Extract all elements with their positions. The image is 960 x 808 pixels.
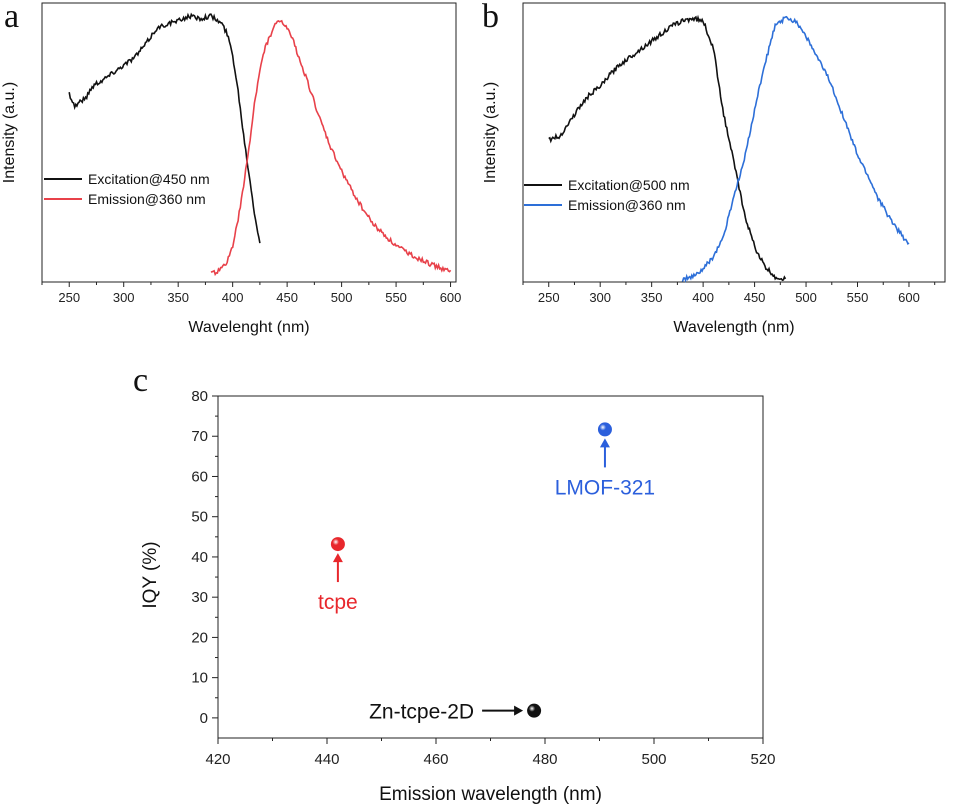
panel-b-xaxis-title: Wavelength (nm) bbox=[673, 319, 794, 336]
panel-a-series-0-line bbox=[68, 12, 261, 244]
panel-c-ytick-label: 0 bbox=[200, 710, 208, 727]
panel-c-xtick-label: 460 bbox=[423, 751, 448, 768]
panel-label-b: b bbox=[482, 0, 499, 35]
panel-b-legend-label-1: Emission@360 nm bbox=[568, 197, 686, 213]
panel-b-xtick-label: 600 bbox=[898, 290, 920, 305]
panel-c-arrowhead-0 bbox=[332, 553, 343, 563]
panel-b-xtick-label: 550 bbox=[847, 290, 869, 305]
panel-a-frame bbox=[41, 2, 457, 283]
panel-a-xtick-label: 350 bbox=[167, 290, 189, 305]
panel-c-yaxis-title: IQY (%) bbox=[140, 541, 161, 608]
panel-c-arrowhead-2 bbox=[514, 705, 524, 716]
panel-b-yaxis-title: Intensity (a.u.) bbox=[482, 82, 499, 183]
panel-c-ytick-label: 10 bbox=[191, 670, 208, 687]
panel-c-ytick-label: 60 bbox=[191, 468, 208, 485]
panel-c-ytick-label: 50 bbox=[191, 509, 208, 526]
panel-b-xtick-label: 350 bbox=[641, 290, 663, 305]
panel-c-xtick-label: 440 bbox=[314, 751, 339, 768]
panel-a-xtick-label: 500 bbox=[331, 290, 353, 305]
panel-a-xaxis-title: Wavelenght (nm) bbox=[188, 319, 309, 336]
panel-a-xtick-label: 600 bbox=[440, 290, 462, 305]
panel-c-annotation-0: tcpe bbox=[318, 591, 358, 614]
panel-a-legend-label-1: Emission@360 nm bbox=[88, 191, 206, 207]
panel-c-annotation-1: LMOF-321 bbox=[555, 476, 655, 499]
panel-c-point-0 bbox=[330, 537, 345, 552]
panel-c-xaxis-title: Emission wavelength (nm) bbox=[379, 784, 602, 805]
panel-c-frame bbox=[217, 395, 764, 739]
panel-a-xtick-label: 300 bbox=[113, 290, 135, 305]
panel-b-xtick-label: 300 bbox=[589, 290, 611, 305]
panel-b-frame bbox=[522, 2, 946, 283]
panel-b-xtick-label: 450 bbox=[744, 290, 766, 305]
panel-c-ytick-label: 30 bbox=[191, 589, 208, 606]
panel-c-ytick-label: 70 bbox=[191, 428, 208, 445]
panel-c-xtick-label: 520 bbox=[750, 751, 775, 768]
panel-b-series-0-line bbox=[548, 14, 787, 282]
panel-b-legend-label-0: Excitation@500 nm bbox=[568, 177, 690, 193]
panel-c-point-1 bbox=[597, 422, 612, 437]
panel-b-xtick-label: 500 bbox=[795, 290, 817, 305]
panel-c-ytick-label: 40 bbox=[191, 549, 208, 566]
panel-b-series-1-line bbox=[681, 15, 910, 283]
panel-label-a: a bbox=[4, 0, 20, 35]
panel-c-ytick-label: 80 bbox=[191, 388, 208, 405]
panel-a-xtick-label: 250 bbox=[58, 290, 80, 305]
panel-a-series-1-line bbox=[210, 19, 452, 277]
panel-c-xtick-label: 480 bbox=[532, 751, 557, 768]
panel-label-c: c bbox=[133, 362, 149, 399]
panel-c-annotation-2: Zn-tcpe-2D bbox=[369, 701, 474, 724]
panel-b-xtick-label: 400 bbox=[692, 290, 714, 305]
panel-c-ytick-label: 20 bbox=[191, 629, 208, 646]
panel-c-xtick-label: 500 bbox=[641, 751, 666, 768]
panel-a-yaxis-title: Intensity (a.u.) bbox=[1, 82, 18, 183]
panel-a-xtick-label: 400 bbox=[222, 290, 244, 305]
panel-a-legend-label-0: Excitation@450 nm bbox=[88, 171, 210, 187]
panel-c-arrowhead-1 bbox=[599, 438, 610, 448]
panel-a-xtick-label: 450 bbox=[276, 290, 298, 305]
panel-b-xtick-label: 250 bbox=[538, 290, 560, 305]
panel-c-point-2 bbox=[527, 703, 542, 718]
panel-a-xtick-label: 550 bbox=[385, 290, 407, 305]
panel-c-xtick-label: 420 bbox=[205, 751, 230, 768]
